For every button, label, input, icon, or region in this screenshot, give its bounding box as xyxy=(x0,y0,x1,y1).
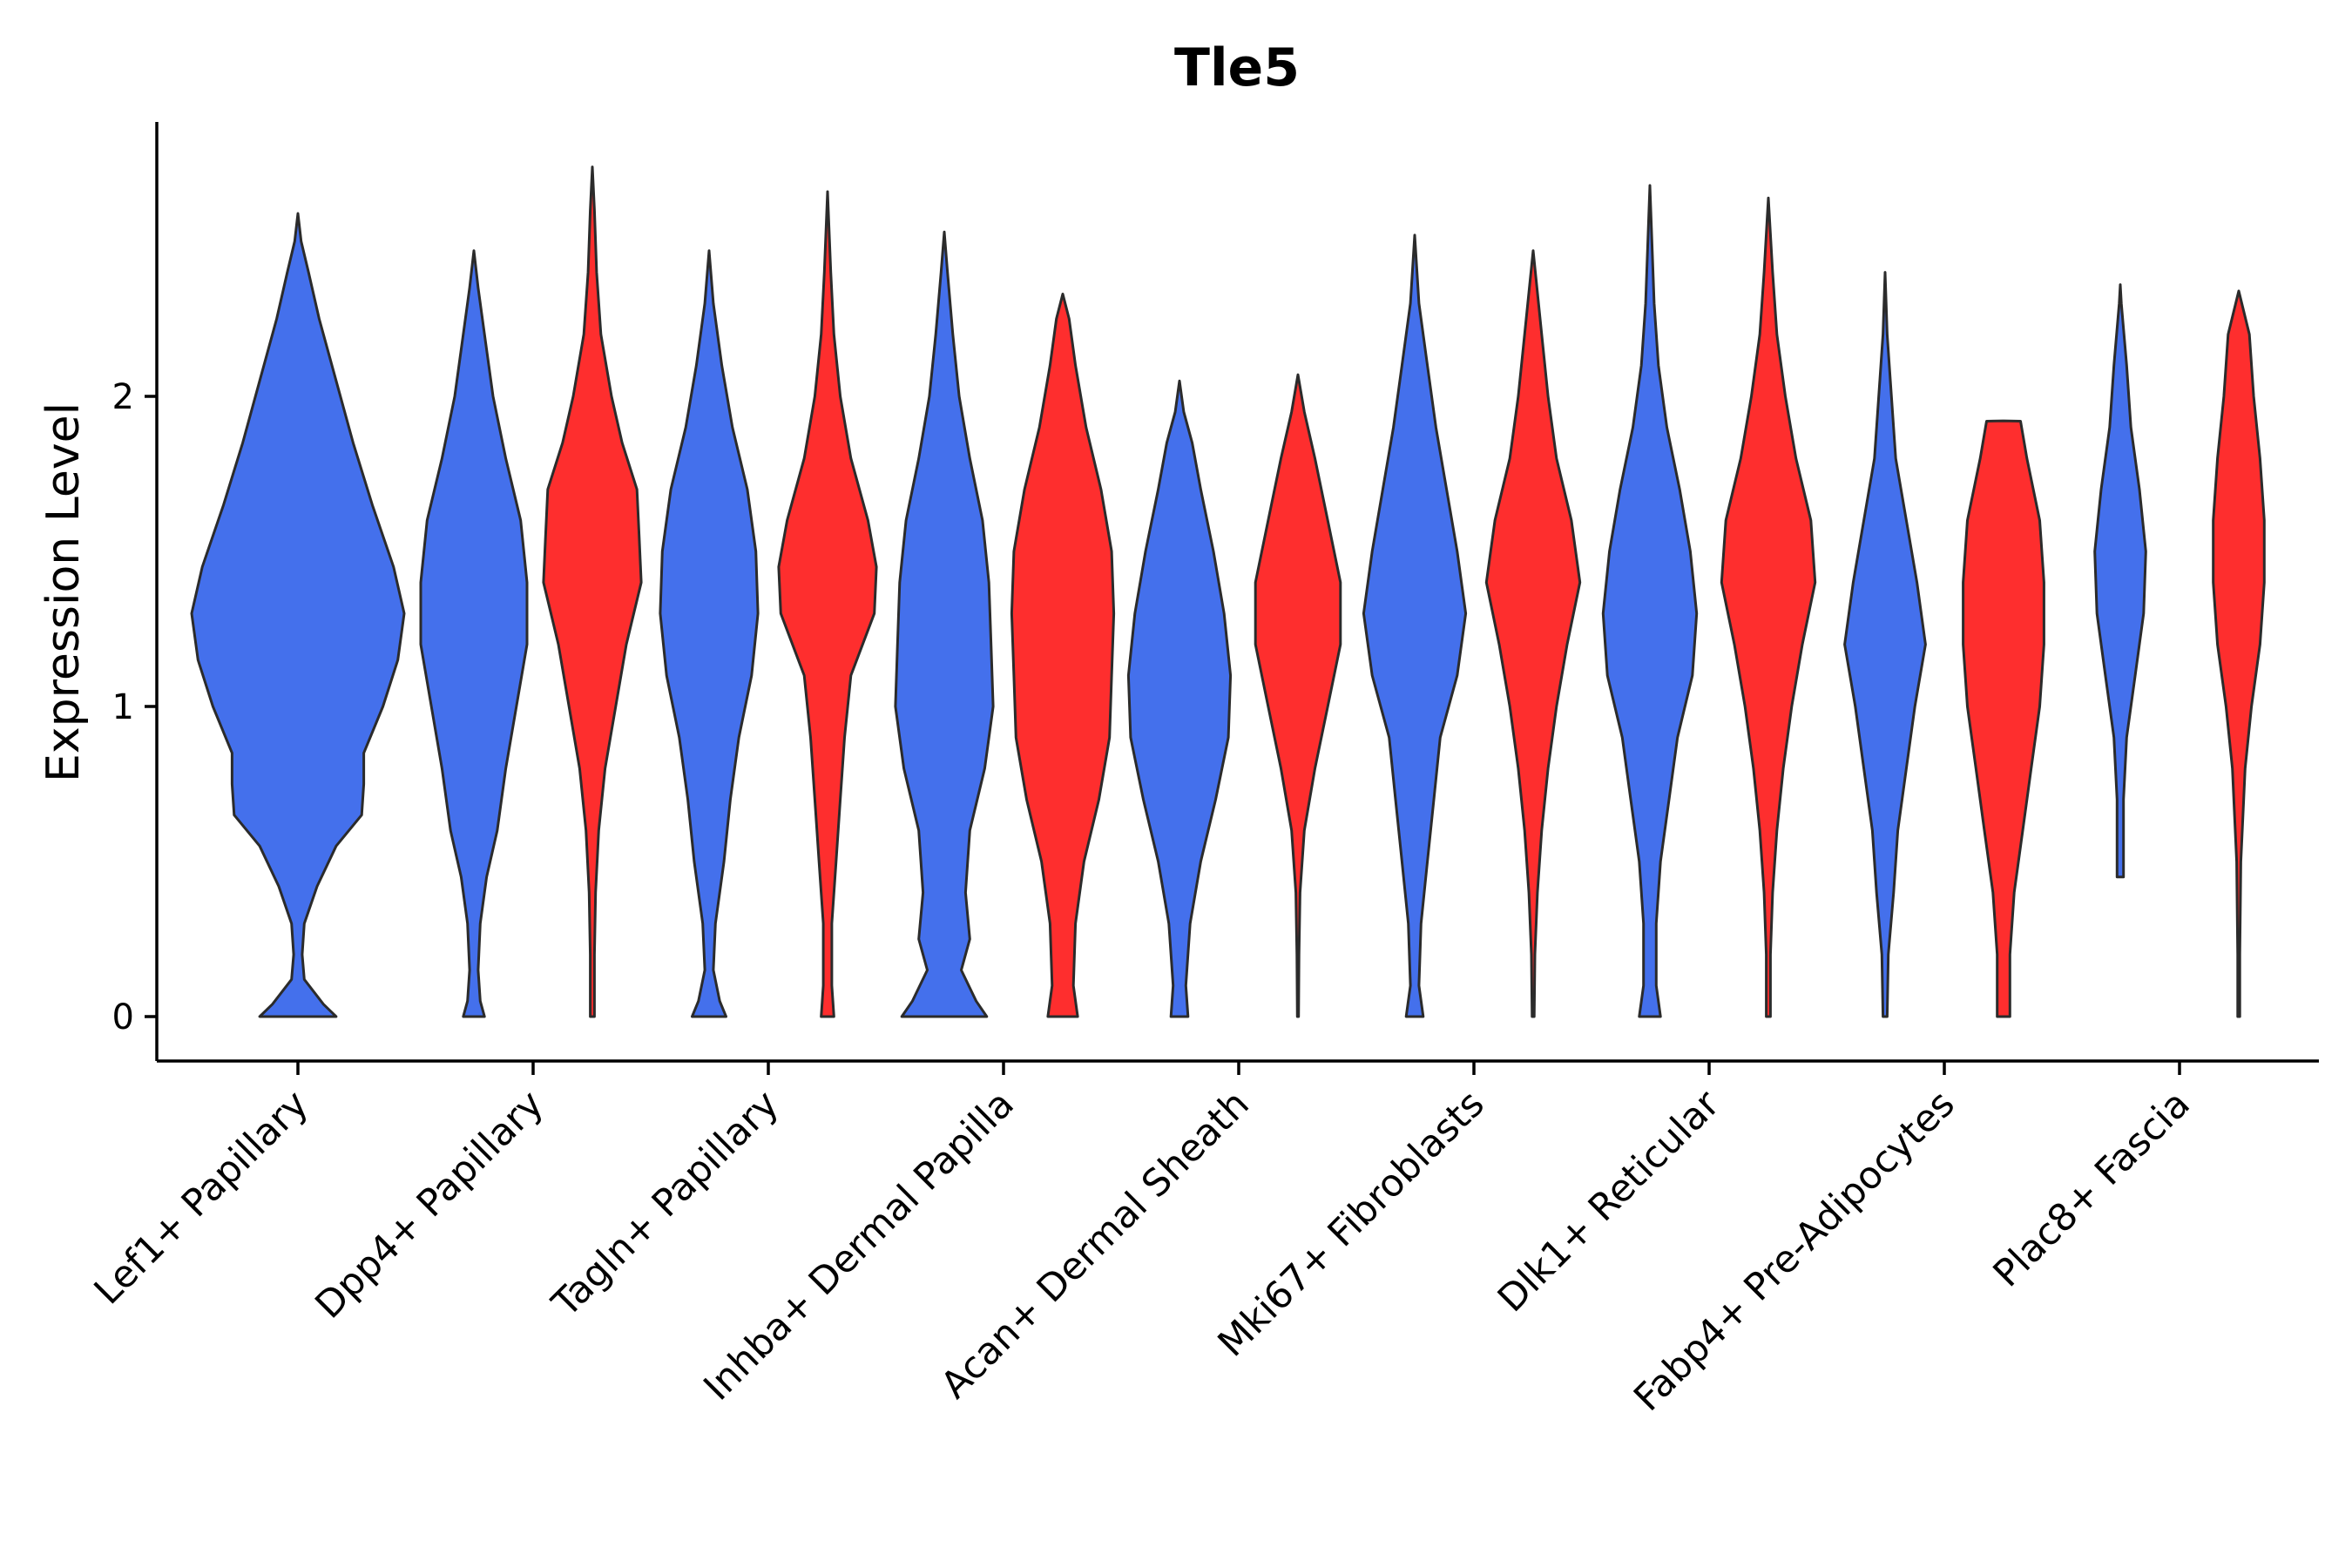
violin-lef1-papillary-a xyxy=(190,212,406,1018)
x-tick-label: Lef1+ Papillary xyxy=(86,1082,317,1313)
violin-dlk1-reticular-b xyxy=(1720,196,1817,1018)
y-tick-label: 2 xyxy=(112,377,134,417)
y-ticks: 0 1 2 xyxy=(112,377,157,1037)
y-axis-label: Expression Level xyxy=(37,402,90,782)
violin-dlk1-reticular-a xyxy=(1601,184,1699,1018)
violin-acan-dermal-sheath-b xyxy=(1254,373,1342,1018)
violin-mki67-fibroblasts-b xyxy=(1484,249,1582,1018)
violin-inhba-dermal-papilla-b xyxy=(1010,293,1116,1018)
violin-plac8-fascia-a xyxy=(2093,283,2147,879)
violin-tagln-papillary-b xyxy=(777,190,878,1018)
violin-inhba-dermal-papilla-a xyxy=(894,230,995,1018)
x-tick-label: Dpp4+ Papillary xyxy=(308,1082,552,1327)
violin-mki67-fibroblasts-a xyxy=(1362,233,1468,1018)
x-tick-label: Mki67+ Fibroblasts xyxy=(1210,1082,1493,1365)
violin-plac8-fascia-b xyxy=(2212,289,2266,1018)
violin-tagln-papillary-a xyxy=(659,249,760,1018)
violin-fabp4-pre-adipocytes-b xyxy=(1962,419,2045,1018)
y-tick-label: 1 xyxy=(112,687,134,727)
y-tick-label: 0 xyxy=(112,997,134,1037)
x-tick-label: Plac8+ Fascia xyxy=(1985,1082,2199,1295)
violin-fabp4-pre-adipocytes-a xyxy=(1843,271,1927,1018)
violin-group xyxy=(190,166,2266,1018)
x-tick-label: Tagln+ Papillary xyxy=(544,1082,787,1326)
violin-dpp4-papillary-a xyxy=(419,249,529,1018)
chart-title: Tle5 xyxy=(1174,37,1300,98)
violin-acan-dermal-sheath-a xyxy=(1126,379,1233,1018)
x-tick-label: Dlk1+ Reticular xyxy=(1490,1082,1728,1321)
violin-dpp4-papillary-b xyxy=(542,166,643,1018)
